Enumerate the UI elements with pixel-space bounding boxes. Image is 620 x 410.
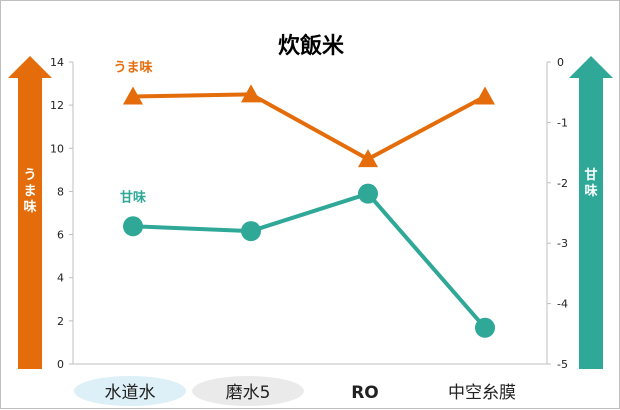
- category-pill: [74, 376, 186, 406]
- category-label: 水道水: [105, 383, 156, 403]
- right-tick-labels: 0 -1 -2 -3 -4 -5: [547, 56, 568, 371]
- left-tick-labels: 0 2 4 6 8 10 12 14: [50, 56, 73, 371]
- right-tick-label: -4: [557, 298, 568, 311]
- series-marker-triangle: [358, 149, 378, 168]
- right-tick-label: -1: [557, 116, 568, 129]
- series-marker-triangle: [123, 86, 143, 105]
- left-arrow-shaft: [18, 77, 42, 369]
- left-tick-label: 8: [57, 185, 64, 198]
- left-tick-label: 10: [50, 142, 64, 155]
- series-marker-circle: [241, 221, 261, 242]
- right-tick-label: -3: [557, 237, 568, 250]
- right-arrow-label-char: 味: [584, 183, 597, 199]
- category-label: 磨水5: [226, 383, 271, 403]
- series-marker-triangle: [241, 84, 261, 103]
- left-tick-label: 0: [57, 358, 64, 371]
- left-tick-label: 4: [57, 272, 64, 285]
- left-axis-arrow: うま味: [8, 56, 52, 369]
- left-arrow-label-char: ま: [23, 184, 36, 199]
- series-marker-triangle: [475, 86, 495, 105]
- category-pill: [192, 376, 304, 406]
- series-label-0: うま味: [113, 60, 152, 76]
- right-axis-arrow: 甘味: [569, 56, 613, 369]
- series-line-0: [132, 92, 486, 162]
- right-arrow-shaft: [579, 77, 603, 369]
- series-marker-circle: [358, 183, 378, 204]
- left-arrow-head: [8, 56, 52, 78]
- left-arrow-label-char: 味: [23, 199, 36, 215]
- right-tick-label: -2: [557, 177, 568, 190]
- category-label: RO: [351, 383, 379, 403]
- right-tick-label: -5: [557, 358, 568, 371]
- category-labels: 水道水 磨水5 RO 中空糸膜: [74, 376, 516, 406]
- series-marker-circle: [475, 317, 495, 338]
- chart-title: 炊飯米: [278, 33, 345, 59]
- axes: [72, 62, 548, 365]
- left-tick-label: 14: [50, 56, 64, 69]
- series-marker-circle: [123, 216, 143, 237]
- category-label: 中空糸膜: [448, 383, 516, 403]
- right-tick-label: 0: [557, 56, 564, 69]
- right-arrow-label-char: 甘: [584, 167, 597, 183]
- left-tick-label: 6: [57, 229, 64, 242]
- right-arrow-head: [569, 56, 613, 78]
- left-tick-label: 12: [50, 99, 64, 112]
- series-label-1: 甘味: [120, 189, 146, 205]
- left-tick-label: 2: [57, 315, 64, 328]
- left-arrow-label-char: う: [23, 168, 36, 183]
- series-line-1: [132, 191, 487, 330]
